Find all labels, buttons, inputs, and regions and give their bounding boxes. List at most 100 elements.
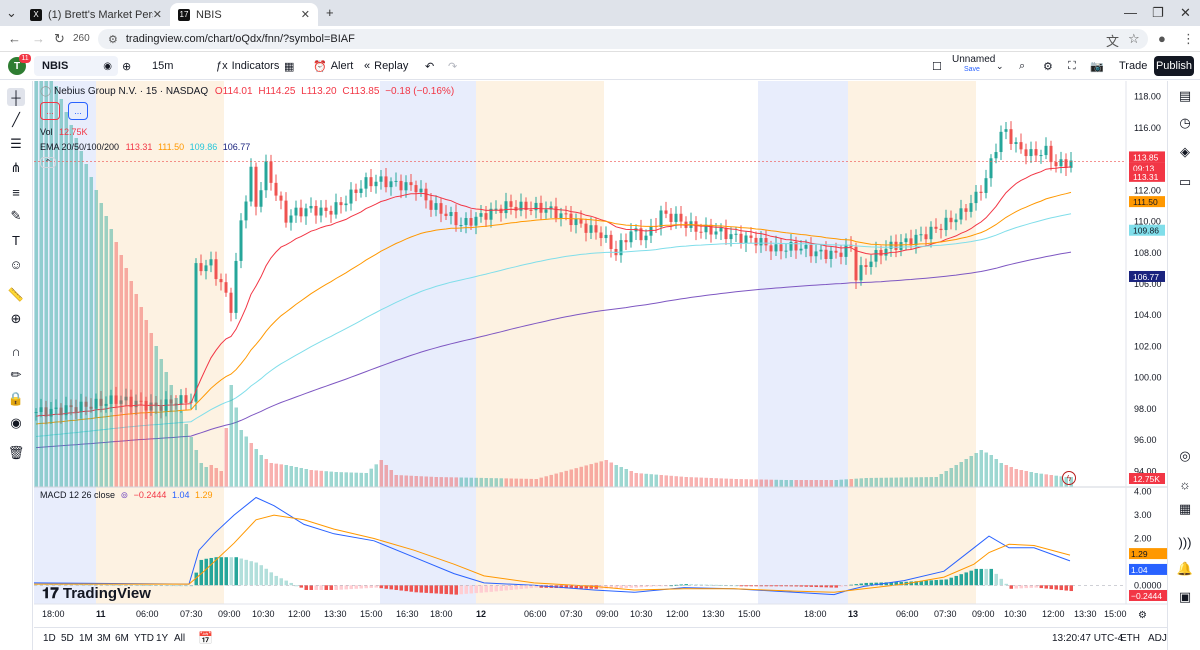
time-tick-label: 18:00 (804, 609, 827, 619)
close-tab-icon[interactable]: ✕ (152, 9, 162, 21)
widget-sidebar: ▤ ◷ ◈ ▭ ◎ ☼ ▦ ))) 🔔 ▣ (1167, 81, 1200, 650)
volume-bar (979, 450, 983, 487)
undo-icon[interactable]: ↶ (425, 60, 435, 73)
tab-search-icon[interactable]: ⌄ (6, 5, 17, 20)
goto-date-icon[interactable]: 📅 (198, 631, 213, 645)
data-window-layers-icon[interactable]: ◈ (1180, 144, 1190, 159)
zoom-in-icon[interactable]: ⊕ (10, 311, 22, 326)
pitchfork-icon[interactable]: ⋔ (10, 160, 22, 175)
profile-icon[interactable]: ● (1158, 31, 1166, 46)
back-icon[interactable]: ← (8, 31, 21, 46)
bookmark-star-icon[interactable]: ☆ (1128, 31, 1140, 46)
candle-body (94, 398, 98, 409)
candle-body (174, 403, 178, 405)
volume-bar (724, 478, 728, 487)
site-info-icon[interactable]: ⚙ (108, 33, 118, 46)
watchlist-icon[interactable]: ▤ (1178, 88, 1192, 103)
layout-checkbox-icon[interactable]: ☐ (932, 60, 942, 73)
sell-button[interactable]: ... (40, 102, 60, 120)
layout-dropdown-icon[interactable]: ⌄ (996, 60, 1004, 71)
volume-legend: Vol 12.75K (40, 127, 88, 137)
macd-histogram-bar (489, 585, 493, 592)
templates-grid-icon[interactable]: ▦ (284, 60, 295, 73)
replay-button[interactable]: « Replay (364, 56, 408, 76)
chat-icon[interactable]: ▭ (1178, 174, 1192, 189)
new-tab-icon[interactable]: + (326, 5, 334, 20)
close-tab-icon[interactable]: ✕ (300, 9, 310, 21)
brush-icon[interactable]: ✎ (10, 208, 22, 223)
fib-retracement-icon[interactable]: ≡ (12, 184, 20, 200)
crosshair-icon[interactable]: ┼ (7, 88, 25, 106)
notifications-bell-icon[interactable]: 🔔 (1176, 561, 1194, 576)
translate-icon[interactable]: 文 (1106, 34, 1120, 49)
volume-bar (919, 477, 923, 487)
camera-icon[interactable]: 📷 (1090, 60, 1104, 73)
layout-name-button[interactable]: Unnamed Save (952, 55, 995, 75)
buy-button[interactable]: ... (68, 102, 88, 120)
trade-button[interactable]: Trade (1119, 60, 1148, 72)
browser-tab-nbis[interactable]: 17 NBIS ✕ (170, 3, 318, 26)
collapse-legend-icon[interactable]: ⌃ (40, 157, 56, 168)
reload-icon[interactable]: ↻ (54, 31, 65, 46)
calendar-icon[interactable]: ▦ (1178, 501, 1192, 516)
eye-icon[interactable]: ◉ (103, 60, 112, 72)
settings-gear-icon[interactable]: ⚙ (1043, 60, 1053, 73)
candle-body (209, 259, 213, 266)
clock-readout[interactable]: 13:20:47 UTC-4 (1052, 633, 1124, 644)
macd-histogram-bar (889, 582, 893, 586)
lock-icon[interactable]: 🔒 (7, 391, 25, 406)
tradingview-logo-icon: 17 (178, 8, 190, 21)
alerts-clock-icon[interactable]: ◷ (1179, 115, 1191, 130)
macd-histogram-bar (214, 557, 218, 586)
horizontal-lines-icon[interactable]: ☰ (10, 136, 22, 151)
macd-histogram-bar (919, 580, 923, 586)
menu-icon[interactable]: ⋮ (1182, 31, 1195, 46)
trend-line-icon[interactable]: ╱ (12, 112, 20, 127)
url-field[interactable]: ⚙ tradingview.com/chart/oQdx/fnn/?symbol… (98, 29, 1148, 49)
range-1d[interactable]: 1D (43, 633, 56, 644)
lightning-event-icon[interactable]: ϟ (1062, 471, 1076, 485)
help-icon[interactable]: ▣ (1178, 589, 1192, 604)
range-all[interactable]: All (174, 633, 186, 644)
target-icon[interactable]: ◎ (1179, 448, 1191, 463)
browser-tab-x[interactable]: X (1) Brett's Market Perspective (@ ✕ (22, 3, 170, 26)
price-chart-svg[interactable]: 118.00 116.00 11 4.00 112.00 110.00 108.00 106.… (34, 81, 1167, 626)
symbol-search[interactable]: NBIS ◉ (34, 56, 118, 76)
redo-icon[interactable]: ↷ (448, 60, 458, 73)
close-window-icon[interactable]: ✕ (1180, 5, 1191, 20)
visibility-eye-icon[interactable]: ◉ (10, 415, 22, 430)
trash-icon[interactable]: 🗑 (7, 445, 25, 460)
text-tool-icon[interactable]: T (12, 232, 20, 248)
publish-button[interactable]: Publish (1154, 56, 1194, 76)
interval-selector[interactable]: 15m (152, 60, 174, 72)
volume-bar (679, 476, 683, 487)
restore-icon[interactable]: ❐ (1152, 5, 1164, 20)
session-toggle[interactable]: ETH (1120, 633, 1140, 644)
broadcast-icon[interactable]: ))) (1178, 534, 1192, 550)
macd-settings-icon[interactable]: ⊚ (120, 490, 129, 500)
quick-search-icon[interactable]: ⌕ (1019, 59, 1026, 72)
lightbulb-icon[interactable]: ☼ (1179, 476, 1191, 492)
legend-close: C113.85 (342, 86, 380, 97)
forward-icon[interactable]: → (32, 31, 45, 46)
range-5d[interactable]: 5D (61, 633, 74, 644)
magnet-icon[interactable]: ∩ (11, 343, 21, 359)
ema100-line (35, 213, 1072, 437)
range-ytd[interactable]: YTD (134, 633, 154, 644)
volume-bar (899, 477, 903, 487)
range-3m[interactable]: 3M (97, 633, 111, 644)
compare-symbol-icon[interactable]: ⊕ (122, 60, 132, 73)
fullscreen-icon[interactable]: ⛶ (1068, 59, 1076, 72)
chart-area[interactable]: 118.00 116.00 11 4.00 112.00 110.00 108.00 106.… (34, 81, 1167, 626)
minimize-icon[interactable]: — (1124, 5, 1137, 20)
alert-button[interactable]: ⏰ Alert (313, 56, 353, 76)
range-1y[interactable]: 1Y (156, 633, 169, 644)
adjust-toggle[interactable]: ADJ (1148, 633, 1167, 644)
indicators-button[interactable]: ƒx Indicators (216, 56, 279, 76)
range-6m[interactable]: 6M (115, 633, 129, 644)
range-1m[interactable]: 1M (79, 633, 93, 644)
lock-drawing-icon[interactable]: ✏ (10, 367, 22, 382)
ruler-icon[interactable]: 📏 (7, 287, 25, 302)
emoji-icon[interactable]: ☺ (9, 256, 23, 272)
macd-histogram-bar (669, 585, 673, 587)
